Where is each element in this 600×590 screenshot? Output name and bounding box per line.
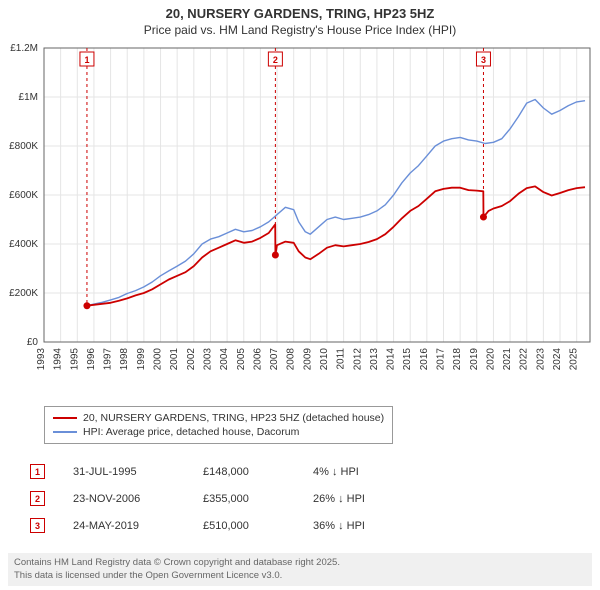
page-title: 20, NURSERY GARDENS, TRING, HP23 5HZ [0, 0, 600, 23]
svg-text:£800K: £800K [9, 141, 38, 152]
svg-text:2023: 2023 [535, 348, 546, 371]
svg-text:2013: 2013 [369, 348, 380, 371]
sale-row: 1 31-JUL-1995£148,0004% ↓ HPI [30, 458, 413, 485]
svg-text:2005: 2005 [236, 348, 247, 371]
svg-text:2014: 2014 [386, 348, 397, 371]
svg-text:2004: 2004 [219, 348, 230, 371]
sale-delta: 26% ↓ HPI [313, 493, 413, 505]
sale-delta: 4% ↓ HPI [313, 466, 413, 478]
svg-text:£200K: £200K [9, 288, 38, 299]
svg-text:1995: 1995 [69, 348, 80, 371]
svg-text:2020: 2020 [485, 348, 496, 371]
svg-text:£1M: £1M [19, 92, 38, 103]
svg-text:1998: 1998 [119, 348, 130, 371]
svg-text:1997: 1997 [103, 348, 114, 371]
page-subtitle: Price paid vs. HM Land Registry's House … [0, 23, 600, 39]
svg-text:2016: 2016 [419, 348, 430, 371]
svg-text:2000: 2000 [153, 348, 164, 371]
legend-item: HPI: Average price, detached house, Daco… [53, 425, 384, 439]
svg-text:2008: 2008 [286, 348, 297, 371]
svg-text:2009: 2009 [302, 348, 313, 371]
svg-text:2: 2 [273, 55, 278, 65]
svg-text:2025: 2025 [569, 348, 580, 371]
svg-text:2017: 2017 [436, 348, 447, 371]
legend-item: 20, NURSERY GARDENS, TRING, HP23 5HZ (de… [53, 411, 384, 425]
sale-date: 31-JUL-1995 [73, 466, 203, 478]
svg-text:2007: 2007 [269, 348, 280, 371]
svg-text:2021: 2021 [502, 348, 513, 371]
legend-swatch [53, 417, 77, 419]
svg-text:1993: 1993 [36, 348, 47, 371]
sales-table: 1 31-JUL-1995£148,0004% ↓ HPI 2 23-NOV-2006… [30, 458, 413, 539]
sale-badge: 3 [30, 518, 45, 533]
svg-text:1: 1 [84, 55, 89, 65]
svg-text:£0: £0 [27, 337, 39, 348]
legend-label: 20, NURSERY GARDENS, TRING, HP23 5HZ (de… [83, 412, 384, 424]
footer-line: This data is licensed under the Open Gov… [14, 570, 586, 582]
svg-text:2001: 2001 [169, 348, 180, 371]
svg-text:£1.2M: £1.2M [10, 43, 38, 54]
legend-label: HPI: Average price, detached house, Daco… [83, 426, 299, 438]
svg-text:2012: 2012 [352, 348, 363, 371]
svg-text:1999: 1999 [136, 348, 147, 371]
sale-row: 3 24-MAY-2019£510,00036% ↓ HPI [30, 512, 413, 539]
sale-date: 24-MAY-2019 [73, 520, 203, 532]
svg-text:2018: 2018 [452, 348, 463, 371]
footer-attribution: Contains HM Land Registry data © Crown c… [8, 553, 592, 586]
svg-text:£600K: £600K [9, 190, 38, 201]
sale-row: 2 23-NOV-2006£355,00026% ↓ HPI [30, 485, 413, 512]
svg-text:1994: 1994 [53, 348, 64, 371]
price-chart: £0 £200K £400K £600K £800K £1M £1.2M 1993 1994 19… [0, 42, 600, 402]
svg-text:2006: 2006 [252, 348, 263, 371]
sale-date: 23-NOV-2006 [73, 493, 203, 505]
svg-text:2019: 2019 [469, 348, 480, 371]
legend: 20, NURSERY GARDENS, TRING, HP23 5HZ (de… [44, 406, 393, 444]
sale-delta: 36% ↓ HPI [313, 520, 413, 532]
svg-text:1996: 1996 [86, 348, 97, 371]
sale-badge: 1 [30, 464, 45, 479]
svg-text:2010: 2010 [319, 348, 330, 371]
svg-text:£400K: £400K [9, 239, 38, 250]
svg-text:2024: 2024 [552, 348, 563, 371]
sale-price: £510,000 [203, 520, 313, 532]
svg-text:2022: 2022 [519, 348, 530, 371]
sale-price: £355,000 [203, 493, 313, 505]
svg-text:2002: 2002 [186, 348, 197, 371]
svg-text:2015: 2015 [402, 348, 413, 371]
sale-price: £148,000 [203, 466, 313, 478]
legend-swatch [53, 431, 77, 433]
svg-text:2003: 2003 [202, 348, 213, 371]
sale-badge: 2 [30, 491, 45, 506]
svg-text:3: 3 [481, 55, 486, 65]
svg-text:2011: 2011 [336, 348, 347, 370]
footer-line: Contains HM Land Registry data © Crown c… [14, 557, 586, 569]
